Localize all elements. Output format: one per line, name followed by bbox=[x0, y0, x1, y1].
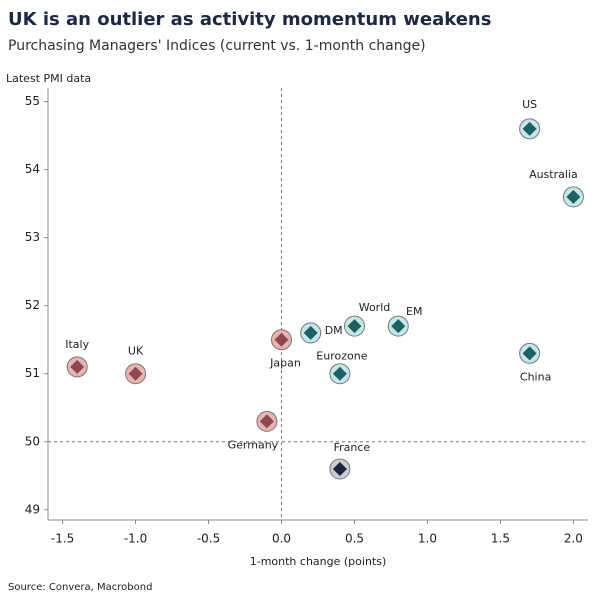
y-tick-label: 50 bbox=[25, 434, 40, 448]
point bbox=[343, 315, 365, 337]
point-marker bbox=[70, 359, 85, 374]
point-marker bbox=[274, 332, 289, 347]
source: Source: Convera, Macrobond bbox=[8, 582, 152, 593]
point-label: France bbox=[334, 441, 371, 454]
x-tick-label: 0.0 bbox=[272, 532, 291, 546]
y-tick-label: 55 bbox=[25, 94, 40, 108]
point-label: EM bbox=[406, 305, 422, 318]
x-tick-label: 2.0 bbox=[564, 532, 583, 546]
y-tick-label: 49 bbox=[25, 502, 40, 516]
point bbox=[519, 118, 541, 140]
y-tick-label: 52 bbox=[25, 298, 40, 312]
point-label: World bbox=[359, 301, 391, 314]
point-marker bbox=[522, 346, 537, 361]
point-marker bbox=[391, 319, 406, 334]
point-label: Italy bbox=[65, 338, 89, 351]
point-label: Japan bbox=[269, 357, 301, 370]
point-marker bbox=[347, 319, 362, 334]
point bbox=[329, 363, 351, 385]
point bbox=[519, 342, 541, 364]
y-tick-label: 54 bbox=[25, 162, 40, 176]
x-tick-label: -1.5 bbox=[51, 532, 74, 546]
point-marker bbox=[332, 366, 347, 381]
point-label: Australia bbox=[529, 168, 578, 181]
point bbox=[300, 322, 322, 344]
point-label: DM bbox=[325, 324, 343, 337]
point-label: Germany bbox=[228, 438, 279, 451]
x-axis-label: 1-month change (points) bbox=[250, 555, 387, 568]
x-tick-label: -0.5 bbox=[197, 532, 220, 546]
point-marker bbox=[128, 366, 143, 381]
x-tick-label: 1.0 bbox=[418, 532, 437, 546]
point-marker bbox=[332, 461, 347, 476]
point-label: UK bbox=[128, 345, 144, 358]
point-marker bbox=[522, 121, 537, 136]
point bbox=[387, 315, 409, 337]
point-label: US bbox=[522, 98, 537, 111]
x-tick-label: 0.5 bbox=[345, 532, 364, 546]
y-tick-label: 53 bbox=[25, 230, 40, 244]
point-marker bbox=[566, 189, 581, 204]
y-axis-label: Latest PMI data bbox=[6, 72, 91, 85]
x-tick-label: 1.5 bbox=[491, 532, 510, 546]
point bbox=[66, 356, 88, 378]
x-tick-label: -1.0 bbox=[124, 532, 147, 546]
chart-title: UK is an outlier as activity momentum we… bbox=[8, 9, 491, 30]
point bbox=[562, 186, 584, 208]
point-label: Eurozone bbox=[316, 350, 367, 363]
point-marker bbox=[259, 414, 274, 429]
point bbox=[256, 410, 278, 432]
point bbox=[125, 363, 147, 385]
point bbox=[271, 329, 293, 351]
point-label: China bbox=[520, 370, 551, 383]
y-tick-label: 51 bbox=[25, 366, 40, 380]
point-marker bbox=[303, 325, 318, 340]
point bbox=[329, 458, 351, 480]
chart-subtitle: Purchasing Managers' Indices (current vs… bbox=[8, 38, 426, 54]
